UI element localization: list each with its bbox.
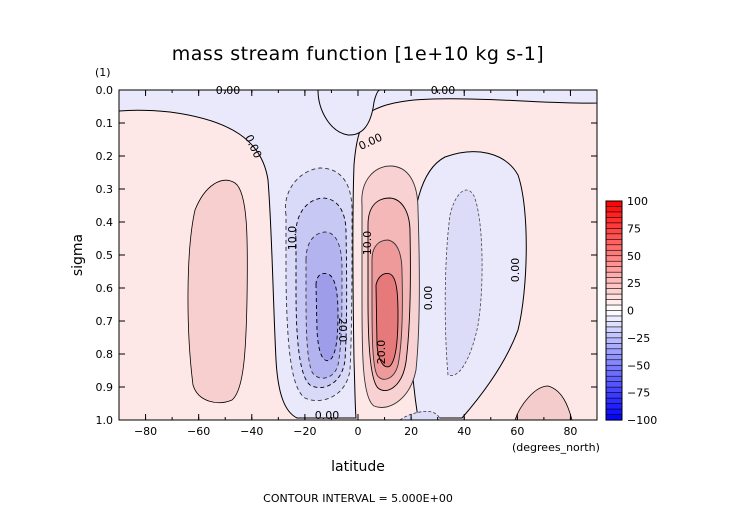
contour-interval-note: CONTOUR INTERVAL = 5.000E+00 [263, 492, 453, 505]
negative-region-upper [119, 90, 597, 419]
colorbar-segment [605, 288, 623, 295]
x-tick-label: 60 [510, 425, 524, 438]
x-tick-label: 0 [355, 425, 362, 438]
colorbar-segment [605, 249, 623, 257]
y-tick-label: 0.7 [96, 315, 114, 328]
contour-label: 0.00 [422, 286, 435, 311]
negative-bump-top [317, 90, 381, 136]
x-axis-label: latitude [331, 459, 385, 475]
x-units-label: (degrees_north) [512, 441, 600, 454]
y-tick-label: 0.0 [96, 84, 114, 97]
x-tick-label: −60 [187, 425, 210, 438]
colorbar-segment [605, 343, 623, 350]
colorbar-segment [605, 217, 623, 224]
neg-contour-20 [315, 273, 339, 362]
colorbar-tick-label: 75 [627, 222, 641, 235]
x-tick-label: 40 [457, 425, 471, 438]
x-tick-label: −20 [293, 425, 316, 438]
colorbar-segment [605, 271, 623, 279]
colorbar-segment [605, 414, 623, 421]
colorbar-tick-label: −100 [627, 414, 657, 427]
colorbar-segment [605, 370, 623, 377]
colorbar-segment [605, 364, 623, 372]
colorbar-segment [605, 206, 623, 213]
colorbar-segment [605, 299, 623, 306]
colorbar-tick-label: 25 [627, 277, 641, 290]
colorbar-segment [605, 222, 623, 229]
colorbar-frame [605, 200, 623, 421]
colorbar: 100 75 50 25 0 −25 −50 −75 −100 [605, 195, 657, 427]
y-axis-label: sigma [70, 234, 86, 276]
pos-contour-20 [375, 273, 399, 368]
colorbar-segment [605, 310, 623, 317]
colorbar-tick-label: −25 [627, 332, 650, 345]
colorbar-segment [605, 359, 623, 366]
colorbar-segment [605, 315, 623, 323]
contour-label: 20.0 [375, 340, 388, 365]
colorbar-segment [605, 397, 623, 405]
negative-cell-right-inner [444, 189, 483, 376]
contour-label: 0.00 [315, 409, 340, 422]
contour-label: 0.00 [509, 258, 522, 283]
x-tick-label: 80 [563, 425, 577, 438]
colorbar-segment [605, 282, 623, 290]
colorbar-segment [605, 386, 623, 394]
colorbar-segment [605, 260, 623, 268]
y-tick-label: 1.0 [96, 414, 114, 427]
colorbar-segment [605, 244, 623, 251]
colorbar-tick-label: −50 [627, 359, 650, 372]
y-tick-label: 0.1 [96, 117, 114, 130]
colorbar-segment [605, 326, 623, 333]
colorbar-segment [605, 293, 623, 301]
y-tick-label: 0.5 [96, 249, 114, 262]
colorbar-segment [605, 304, 623, 312]
plot-area [119, 90, 597, 420]
y-axis: 0.0 0.1 0.2 0.3 0.4 0.5 0.6 0.7 0.8 0.9 1.0 [96, 84, 597, 427]
positive-cell-left [187, 179, 248, 403]
contour-label: 10.0 [286, 226, 299, 251]
colorbar-segment [605, 211, 623, 219]
colorbar-segment [605, 337, 623, 344]
y-tick-label: 0.2 [96, 150, 114, 163]
colorbar-tick-label: 0 [627, 305, 634, 318]
colorbar-segment [605, 353, 623, 361]
y-tick-label: 0.8 [96, 348, 114, 361]
negative-blob-bottom [399, 411, 441, 420]
colorbar-segment [605, 375, 623, 383]
colorbar-segment [605, 348, 623, 355]
colorbar-segment [605, 332, 623, 339]
colorbar-tick-label: 100 [627, 195, 648, 208]
colorbar-segment [605, 392, 623, 399]
y-tick-label: 0.6 [96, 282, 114, 295]
positive-blob-bottom-right [514, 385, 573, 420]
colorbar-segment [605, 255, 623, 262]
colorbar-segment [605, 381, 623, 388]
x-tick-label: −40 [240, 425, 263, 438]
colorbar-segment [605, 266, 623, 273]
y-tick-label: 0.4 [96, 216, 114, 229]
colorbar-segment [605, 408, 623, 416]
colorbar-segment [605, 228, 623, 235]
colorbar-segment [605, 277, 623, 284]
colorbar-segment [605, 321, 623, 328]
x-tick-label: 20 [404, 425, 418, 438]
colorbar-tick-label: 50 [627, 250, 641, 263]
y-units-label: (1) [95, 66, 111, 79]
contour-label: 20.0 [336, 318, 349, 343]
x-axis: −80 −60 −40 −20 0 20 40 60 80 [118, 90, 598, 438]
colorbar-segment [605, 239, 623, 246]
colorbar-segment [605, 200, 623, 208]
y-tick-label: 0.9 [96, 381, 114, 394]
colorbar-segment [605, 403, 623, 410]
contour-label: 10.0 [361, 231, 374, 256]
colorbar-segment [605, 233, 623, 240]
x-tick-label: −80 [134, 425, 157, 438]
colorbar-tick-label: −75 [627, 387, 650, 400]
chart-title: mass stream function [1e+10 kg s-1] [172, 43, 544, 65]
y-tick-label: 0.3 [96, 183, 114, 196]
